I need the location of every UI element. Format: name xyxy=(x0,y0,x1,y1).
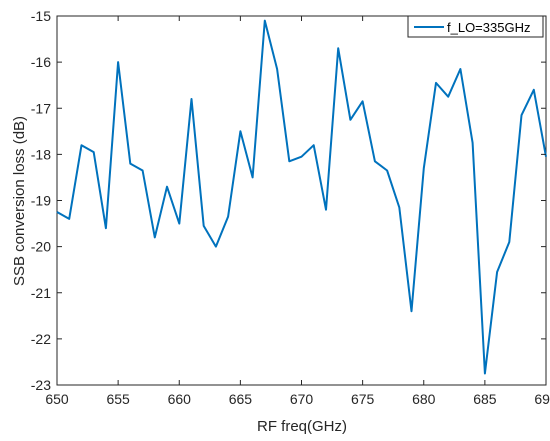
x-tick-label: 685 xyxy=(473,391,497,407)
y-axis-ticks: -15 -16 -17 -18 -19 -20 -21 -22 -23 xyxy=(31,8,546,393)
y-tick-label: -20 xyxy=(31,239,51,255)
x-tick-label: 680 xyxy=(412,391,436,407)
x-tick-label: 670 xyxy=(290,391,314,407)
legend-box xyxy=(407,15,544,38)
y-tick-label: -17 xyxy=(31,100,51,116)
series-line xyxy=(56,19,547,375)
x-tick-label: 690 xyxy=(534,391,550,407)
y-tick-label: -19 xyxy=(31,193,51,209)
legend-label: f_LO=335GHz xyxy=(447,20,530,35)
y-tick-label: -15 xyxy=(31,8,51,24)
x-axis-ticks: 650 655 660 665 670 675 680 685 690 xyxy=(45,16,550,407)
x-axis-title: RF freq(GHz) xyxy=(257,418,347,435)
legend: f_LO=335GHz xyxy=(407,15,544,38)
plot-frame xyxy=(56,15,547,386)
y-axis-title: SSB conversion loss (dB) xyxy=(11,116,28,286)
plot-area xyxy=(56,15,547,386)
x-tick-label: 650 xyxy=(45,391,69,407)
x-tick-label: 675 xyxy=(351,391,375,407)
x-tick-label: 655 xyxy=(106,391,130,407)
y-tick-label: -22 xyxy=(31,331,51,347)
y-tick-label: -23 xyxy=(31,377,51,393)
y-tick-label: -16 xyxy=(31,54,51,70)
y-tick-label: -18 xyxy=(31,146,51,162)
y-tick-label: -21 xyxy=(31,285,51,301)
x-tick-label: 665 xyxy=(229,391,253,407)
x-tick-label: 660 xyxy=(168,391,192,407)
